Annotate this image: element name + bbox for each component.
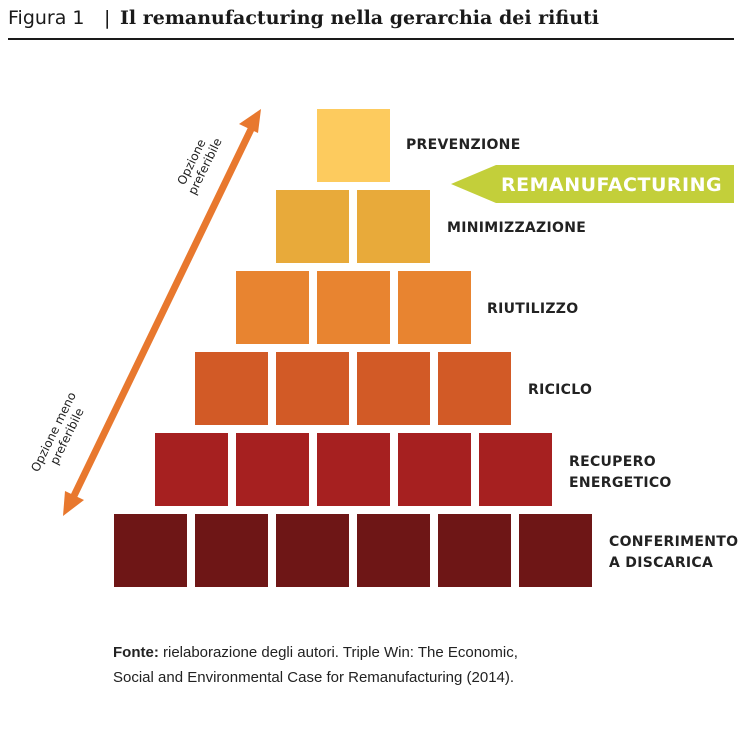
- arrow-up-head: [239, 109, 261, 133]
- level-label-prevenzione: PREVENZIONE: [406, 137, 521, 153]
- pyramid-block-level-3: [317, 271, 390, 344]
- preference-arrow: [63, 109, 261, 516]
- source-note: Fonte: rielaborazione degli autori. Trip…: [113, 640, 533, 690]
- pyramid-block-level-5: [398, 433, 471, 506]
- level-label-minimizzazione: MINIMIZZAZIONE: [447, 220, 586, 236]
- pyramid-block-level-6: [519, 514, 592, 587]
- figure-header: Figura 1 | Il remanufacturing nella gera…: [8, 4, 734, 40]
- pyramid-block-level-4: [438, 352, 511, 425]
- remanufacturing-callout: REMANUFACTURING: [451, 165, 734, 203]
- pyramid-block-level-6: [276, 514, 349, 587]
- pyramid-block-level-5: [155, 433, 228, 506]
- pyramid-block-level-4: [276, 352, 349, 425]
- remanufacturing-arrow-shape: [451, 165, 734, 203]
- axis-label-less-preferable: Opzione meno preferibile: [28, 386, 93, 480]
- pyramid-block-level-4: [357, 352, 430, 425]
- pyramid-blocks: [114, 109, 592, 587]
- level-label-recupero-energetico: RECUPERO ENERGETICO: [569, 454, 672, 491]
- pyramid-block-level-4: [195, 352, 268, 425]
- pyramid-block-level-6: [438, 514, 511, 587]
- source-prefix: Fonte:: [113, 644, 159, 661]
- pyramid-block-level-3: [236, 271, 309, 344]
- level-label-riciclo: RICICLO: [528, 382, 592, 398]
- pyramid-block-level-6: [114, 514, 187, 587]
- pyramid-block-level-2: [276, 190, 349, 263]
- pyramid-block-level-6: [195, 514, 268, 587]
- level-label-conferimento: CONFERIMENTO A DISCARICA: [609, 534, 743, 571]
- figure-label: Figura 1: [8, 7, 85, 29]
- pyramid-block-level-3: [398, 271, 471, 344]
- axis-label-preferable: Opzione preferibile: [173, 130, 225, 197]
- arrow-down-head: [63, 491, 84, 516]
- pyramid-block-level-5: [479, 433, 552, 506]
- pyramid-block-level-1: [317, 109, 390, 182]
- figure-title: Il remanufacturing nella gerarchia dei r…: [120, 7, 599, 29]
- pyramid-block-level-6: [357, 514, 430, 587]
- figure-separator: |: [104, 7, 111, 29]
- pyramid-block-level-5: [236, 433, 309, 506]
- pyramid-block-level-2: [357, 190, 430, 263]
- source-text: rielaborazione degli autori. Triple Win:…: [113, 644, 518, 686]
- remanufacturing-label: REMANUFACTURING: [501, 174, 722, 196]
- pyramid-block-level-5: [317, 433, 390, 506]
- level-label-riutilizzo: RIUTILIZZO: [487, 301, 578, 317]
